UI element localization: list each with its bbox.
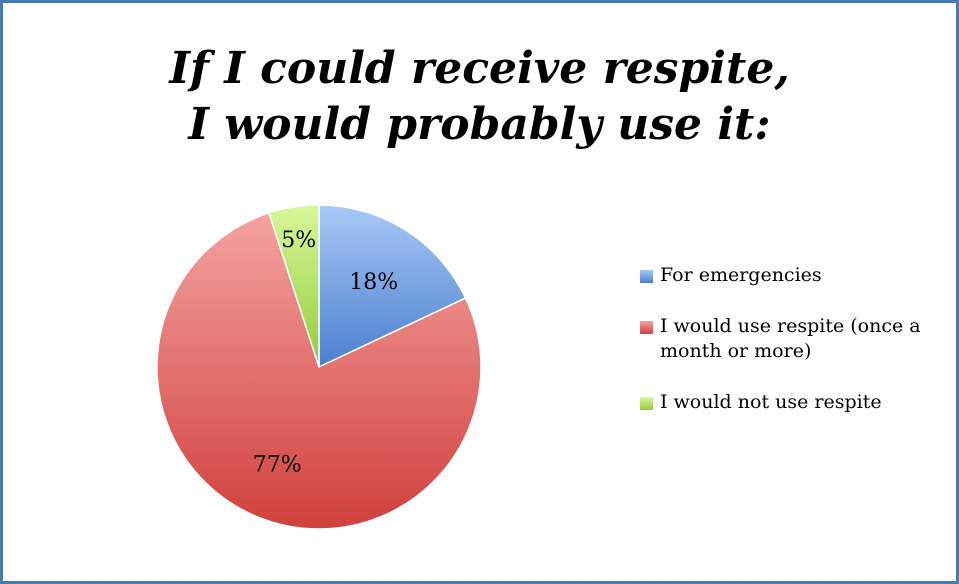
legend-item-monthly: I would use respite (once a month or mor… [640,314,959,364]
chart-title-line-1: If I could receive respite, [169,43,790,94]
slice-label-monthly: 77% [253,453,302,478]
legend-label-not-use: I would not use respite [660,391,882,413]
slice-label-not-use: 5% [281,228,316,253]
legend-label-monthly: I would use respite (once a month or mor… [660,315,921,362]
legend-swatch-emergencies [640,270,653,283]
pie-slice-monthly [156,211,482,530]
pie-slice-emergencies [318,204,467,369]
chart-legend: For emergencies I would use respite (onc… [640,263,959,441]
legend-item-not-use: I would not use respite [640,390,959,415]
legend-item-emergencies: For emergencies [640,263,959,288]
pie-slice-not-use [267,204,320,368]
chart-title-line-2: I would probably use it: [188,99,771,150]
pie-chart: 18% 77% 5% [156,204,482,530]
pie-slices [156,204,482,530]
legend-label-emergencies: For emergencies [660,264,822,286]
pie-slice-labels: 18% 77% 5% [253,228,398,478]
legend-swatch-monthly [640,321,653,334]
chart-title: If I could receive respite, I would prob… [3,41,956,153]
legend-swatch-not-use [640,397,653,410]
slice-label-emergencies: 18% [349,270,398,295]
